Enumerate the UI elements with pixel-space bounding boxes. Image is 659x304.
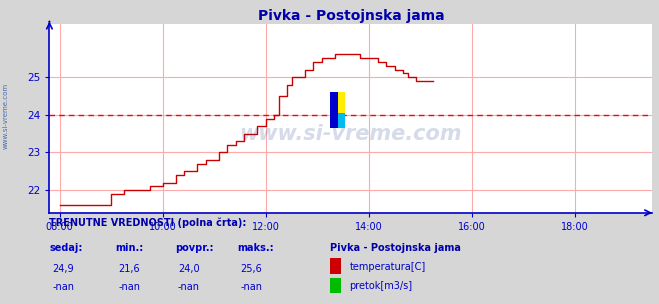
Text: -nan: -nan [119,282,140,292]
Text: maks.:: maks.: [237,243,274,253]
Text: Pivka - Postojnska jama: Pivka - Postojnska jama [330,243,461,253]
Text: www.si-vreme.com: www.si-vreme.com [2,82,9,149]
Text: -nan: -nan [178,282,200,292]
Text: temperatura[C]: temperatura[C] [349,262,426,272]
Text: 24,0: 24,0 [178,264,200,274]
Title: Pivka - Postojnska jama: Pivka - Postojnska jama [258,9,444,23]
Text: sedaj:: sedaj: [49,243,83,253]
Text: TRENUTNE VREDNOSTI (polna črta):: TRENUTNE VREDNOSTI (polna črta): [49,218,247,229]
Text: www.si-vreme.com: www.si-vreme.com [240,124,462,143]
Text: min.:: min.: [115,243,144,253]
Text: 21,6: 21,6 [119,264,140,274]
Text: 25,6: 25,6 [241,264,262,274]
Text: pretok[m3/s]: pretok[m3/s] [349,282,413,292]
Text: 24,9: 24,9 [53,264,74,274]
Text: -nan: -nan [241,282,262,292]
Text: povpr.:: povpr.: [175,243,213,253]
Text: -nan: -nan [53,282,74,292]
